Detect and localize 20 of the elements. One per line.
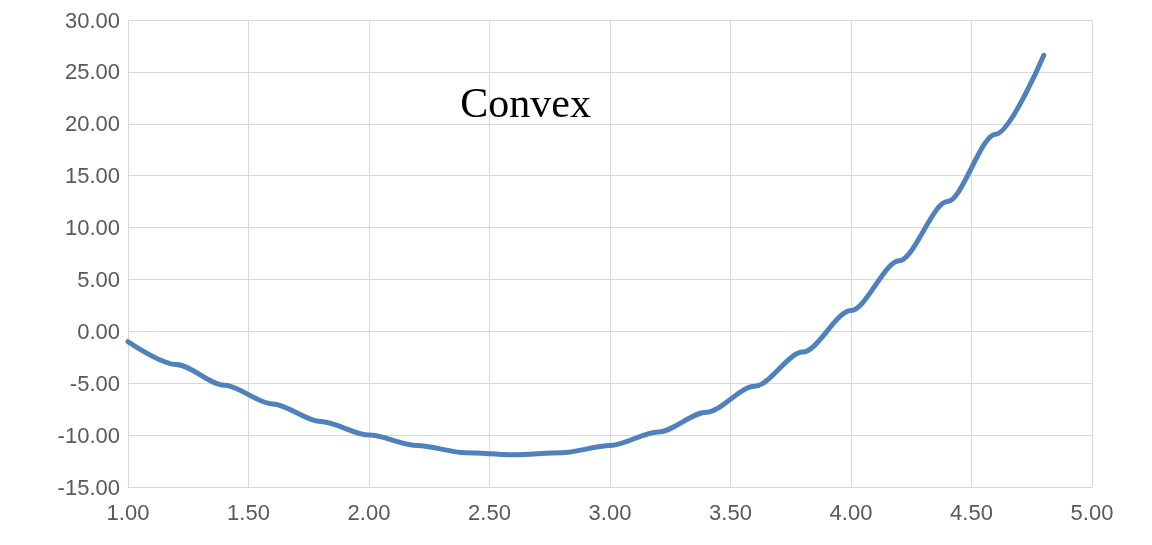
y-tick-label: 30.00	[64, 7, 120, 33]
x-tick-label: 4.50	[950, 499, 993, 525]
y-tick-label: 10.00	[64, 215, 120, 241]
y-tick-label: -5.00	[69, 370, 120, 396]
y-tick-label: -15.00	[57, 474, 120, 500]
x-tick-label: 3.00	[588, 499, 632, 525]
x-tick-label: 2.00	[347, 499, 391, 525]
y-tick-label: 15.00	[64, 163, 120, 189]
x-tick-label: 3.50	[709, 499, 752, 525]
x-tick-label: 4.00	[829, 499, 873, 525]
y-tick-label: 5.00	[77, 266, 120, 292]
y-tick-label: 20.00	[64, 111, 120, 137]
y-tick-label: -10.00	[57, 422, 120, 448]
y-tick-label: 25.00	[64, 59, 120, 85]
x-tick-label: 5.00	[1070, 499, 1114, 525]
x-tick-label: 1.00	[106, 499, 150, 525]
x-tick-label: 1.50	[227, 499, 270, 525]
y-tick-label: 0.00	[77, 318, 120, 344]
x-tick-label: 2.50	[468, 499, 511, 525]
annotation: Convex	[460, 80, 591, 127]
